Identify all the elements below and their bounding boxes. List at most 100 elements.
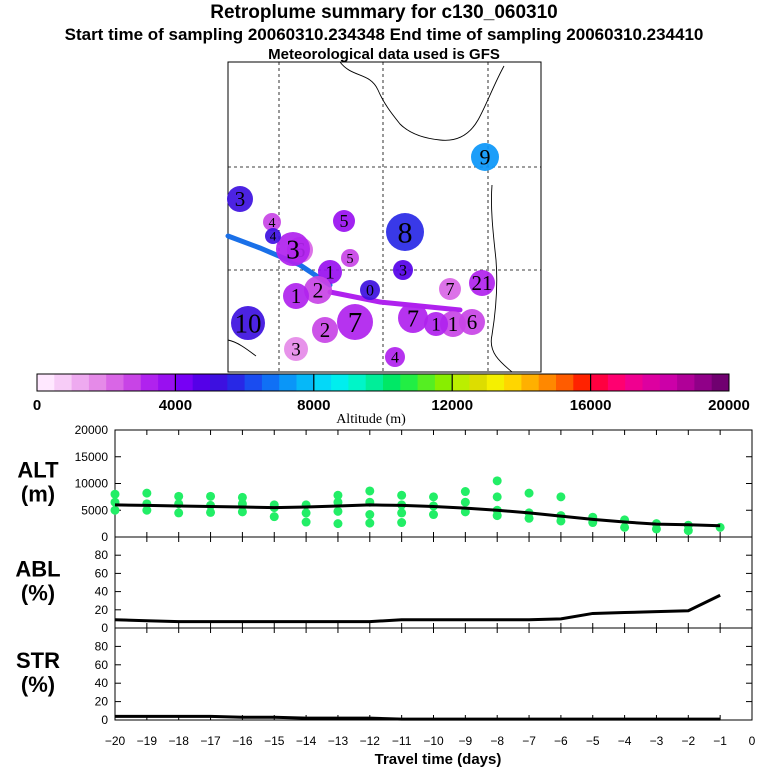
altitude-point	[301, 508, 311, 518]
altitude-point	[333, 519, 343, 529]
plume-marker	[227, 186, 253, 212]
sampling-time-subtitle: Start time of sampling 20060310.234348 E…	[64, 25, 704, 44]
colorbar-swatch	[37, 374, 55, 391]
plume-marker-label: 4	[270, 228, 277, 243]
panel-ylabel: ABL	[15, 557, 60, 582]
coastline	[227, 61, 513, 373]
colorbar-tick-label: 4000	[159, 397, 192, 414]
plume-marker	[360, 280, 380, 300]
x-tick-label: −4	[618, 734, 632, 748]
panel-ylabel: ALT	[17, 458, 59, 483]
altitude-point	[397, 508, 407, 518]
altitude-point	[174, 491, 184, 501]
altitude-point	[524, 488, 534, 498]
colorbar-swatch	[192, 374, 211, 391]
x-tick-label: −9	[459, 734, 473, 748]
colorbar-swatch	[625, 374, 643, 391]
colorbar-tick-label: 12000	[431, 397, 473, 414]
plume-marker-label: 3	[291, 340, 301, 361]
altitude-point	[460, 497, 470, 507]
x-tick-label: 0	[749, 734, 756, 748]
colorbar-swatch	[607, 374, 626, 391]
panel-frame	[114, 627, 753, 721]
x-tick-label: −1	[713, 734, 727, 748]
colorbar-swatch	[711, 374, 730, 391]
x-tick-label: −3	[650, 734, 664, 748]
colorbar-swatch	[158, 374, 176, 391]
plume-marker-label: 4	[269, 216, 276, 231]
altitude-point	[429, 492, 438, 502]
colorbar-swatch	[54, 374, 73, 391]
plume-marker	[440, 311, 466, 337]
altitude-point	[301, 517, 311, 527]
plume-marker-label: 3	[286, 234, 300, 264]
plume-marker-label: 2	[320, 318, 331, 342]
y-tick-label: 80	[95, 548, 109, 562]
y-tick-label: 15000	[75, 450, 109, 464]
colorbar-swatch	[383, 374, 401, 391]
colorbar-tick-label: 0	[33, 397, 41, 414]
altitude-point	[460, 487, 470, 497]
map-marker-layer: 345618932171027321167134045	[225, 143, 499, 367]
plume-marker	[424, 312, 448, 336]
altitude-point	[365, 486, 375, 496]
colorbar-swatch	[88, 374, 107, 391]
altitude-point	[269, 512, 279, 522]
altitude-point	[397, 518, 407, 528]
plume-marker-label: 7	[407, 306, 419, 332]
altitude-mean-line	[114, 503, 721, 528]
time-series-panels: 05000100001500020000ALT(m)020406080ABL(%…	[15, 423, 755, 768]
colorbar-swatch	[279, 374, 297, 391]
colorbar-swatch	[469, 374, 488, 391]
plume-marker-label: 2	[313, 278, 324, 303]
altitude-point	[110, 505, 120, 515]
plume-marker	[276, 232, 310, 266]
coastline-segment	[490, 184, 513, 373]
altitude-point	[333, 506, 343, 516]
x-tick-label: −15	[264, 734, 285, 748]
plume-marker	[341, 249, 359, 267]
chart-title: Retroplume summary for c130_060310	[210, 2, 558, 23]
altitude-point	[492, 492, 502, 502]
x-tick-label: −8	[490, 734, 504, 748]
y-tick-label: 80	[95, 639, 109, 653]
colorbar-swatch	[348, 374, 367, 391]
altitude-point	[174, 508, 184, 518]
altitude-point	[365, 518, 375, 528]
plume-marker	[398, 303, 428, 333]
y-tick-label: 20	[95, 695, 109, 709]
y-tick-label: 20000	[75, 423, 109, 437]
plume-marker	[386, 213, 424, 251]
plume-marker-label: 9	[480, 145, 491, 170]
panel-ylabel: STR	[16, 648, 60, 673]
x-tick-label: −14	[296, 734, 317, 748]
str-line	[115, 714, 721, 721]
plume-marker-label: 7	[446, 279, 455, 299]
colorbar-swatch	[694, 374, 713, 391]
altitude-point	[429, 510, 438, 520]
trajectory-line	[327, 289, 463, 313]
colorbar-swatch	[538, 374, 557, 391]
x-tick-label: −10	[423, 734, 444, 748]
y-tick-label: 60	[95, 658, 109, 672]
map-frame	[227, 61, 542, 373]
plume-marker	[283, 283, 309, 309]
x-tick-label: −12	[360, 734, 381, 748]
plume-marker-label: 3	[235, 187, 246, 211]
plume-marker-label: 7	[348, 307, 363, 339]
x-tick-label: −6	[554, 734, 568, 748]
plume-marker	[284, 337, 308, 361]
y-tick-label: 0	[101, 530, 108, 544]
plume-marker-label: 1	[448, 312, 459, 336]
altitude-point	[365, 510, 375, 520]
colorbar-tick-label: 20000	[708, 397, 750, 414]
colorbar-swatch	[313, 374, 332, 391]
plume-marker	[265, 228, 281, 244]
colorbar-tick-label: 8000	[297, 397, 330, 414]
plume-marker-label: 4	[391, 350, 399, 367]
y-tick-label: 20	[95, 603, 109, 617]
panel-ylabel: (m)	[21, 482, 55, 507]
x-tick-label: −19	[137, 734, 158, 748]
plume-marker-label: 8	[398, 216, 413, 249]
x-tick-label: −7	[522, 734, 536, 748]
